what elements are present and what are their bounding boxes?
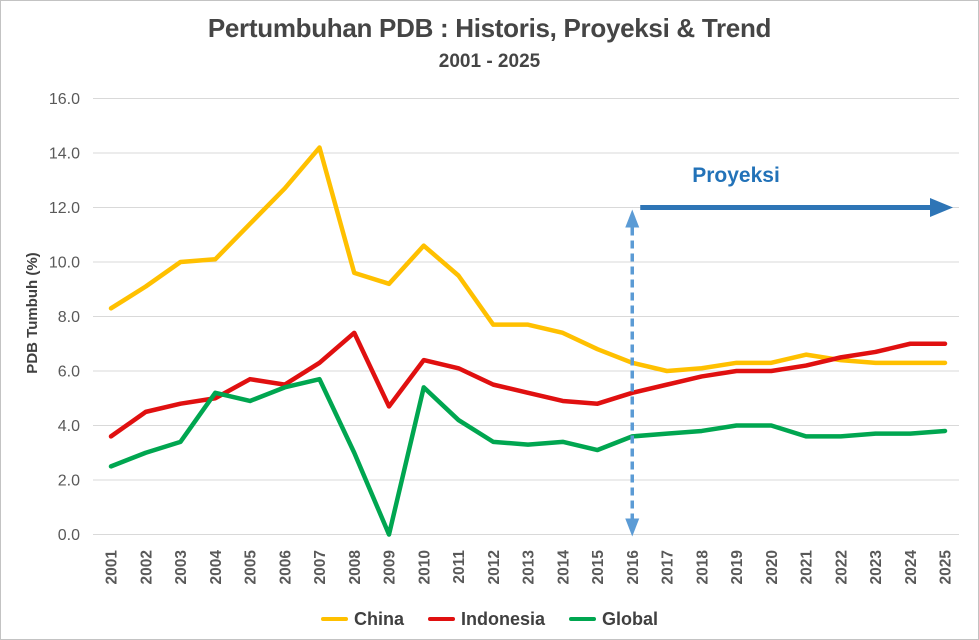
x-tick-label: 2007 <box>312 550 329 584</box>
legend-swatch-indonesia <box>427 616 455 622</box>
y-axis-title: PDB Tumbuh (%) <box>24 252 41 373</box>
y-tick-label: 0.0 <box>58 527 80 544</box>
projection-arrowhead-right <box>930 198 953 217</box>
x-tick-label: 2011 <box>451 550 468 584</box>
legend-item-china: China <box>320 608 404 630</box>
x-tick-label: 2008 <box>347 550 364 585</box>
x-tick-label: 2001 <box>104 550 121 585</box>
legend-label-global: Global <box>602 608 659 629</box>
x-tick-label: 2022 <box>833 550 850 584</box>
chart-title: Pertumbuhan PDB : Historis, Proyeksi & T… <box>207 13 772 43</box>
x-tick-label: 2025 <box>938 550 955 585</box>
x-tick-label: 2021 <box>799 550 816 585</box>
x-tick-label: 2024 <box>903 550 920 585</box>
y-tick-label: 16.0 <box>49 91 80 108</box>
x-tick-label: 2005 <box>243 550 260 585</box>
chart-subtitle: 2001 - 2025 <box>438 51 541 72</box>
dashed-arrowhead-down <box>625 518 640 537</box>
y-tick-label: 2.0 <box>58 473 80 490</box>
x-tick-label: 2018 <box>694 550 711 585</box>
chart-legend: China Indonesia Global <box>1 602 978 636</box>
x-tick-label: 2015 <box>590 550 607 585</box>
x-tick-label: 2016 <box>625 550 642 585</box>
legend-swatch-global <box>569 616 596 622</box>
x-tick-label: 2013 <box>521 550 538 585</box>
x-tick-label: 2002 <box>138 550 155 584</box>
x-tick-label: 2014 <box>555 550 572 585</box>
x-tick-label: 2012 <box>486 550 503 584</box>
legend-label-china: China <box>353 608 404 629</box>
x-tick-label: 2006 <box>277 550 294 585</box>
y-tick-label: 12.0 <box>49 200 80 217</box>
series-line-global <box>108 376 948 537</box>
y-tick-label: 14.0 <box>49 146 80 163</box>
x-tick-label: 2019 <box>729 550 746 585</box>
y-tick-label: 8.0 <box>58 309 80 326</box>
x-tick-label: 2023 <box>868 550 885 585</box>
x-tick-label: 2004 <box>208 550 225 585</box>
x-tick-label: 2009 <box>382 550 399 585</box>
legend-label-indonesia: Indonesia <box>460 608 545 629</box>
y-tick-label: 10.0 <box>49 255 80 272</box>
legend-swatch-china <box>320 616 348 622</box>
projection-annotation-label: Proyeksi <box>692 164 780 187</box>
x-tick-label: 2020 <box>764 550 781 584</box>
dashed-arrowhead-up <box>625 209 640 228</box>
legend-item-global: Global <box>569 609 658 630</box>
x-tick-label: 2017 <box>660 550 677 584</box>
legend-item-indonesia: Indonesia <box>427 608 545 630</box>
y-tick-label: 6.0 <box>58 364 80 381</box>
x-tick-label: 2010 <box>416 550 433 584</box>
series-line-china <box>108 145 948 374</box>
y-tick-label: 4.0 <box>58 418 80 435</box>
series-line-indonesia <box>108 330 948 439</box>
x-tick-label: 2003 <box>173 550 190 585</box>
